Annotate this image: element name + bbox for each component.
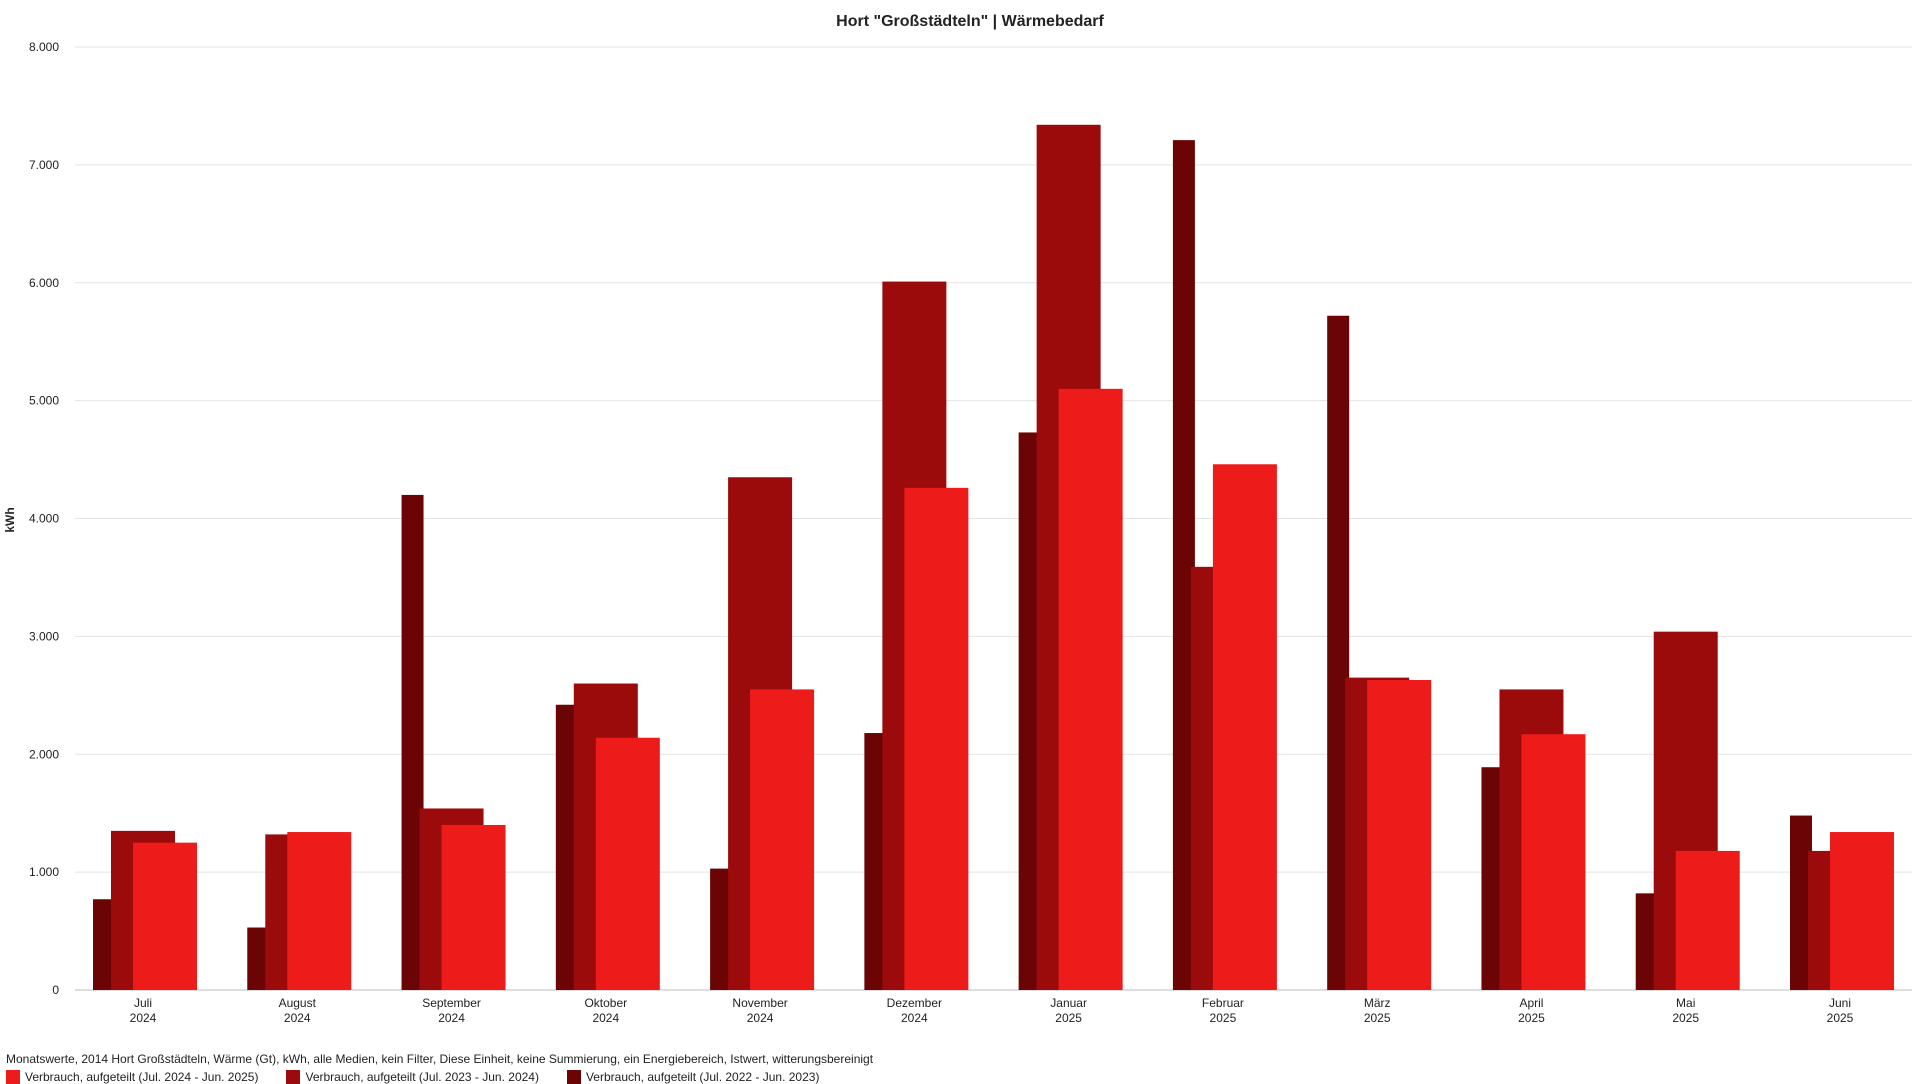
x-tick-label-year: 2025: [1055, 1011, 1082, 1025]
legend-label: Verbrauch, aufgeteilt (Jul. 2022 - Jun. …: [585, 1070, 820, 1084]
x-tick-label-month: Juni: [1829, 996, 1851, 1010]
bar-series-1[interactable]: [1481, 767, 1504, 990]
x-tick-label-month: Oktober: [584, 996, 627, 1010]
legend-swatch: [6, 1070, 20, 1084]
y-tick-label: 2.000: [29, 747, 59, 761]
bar-series-3[interactable]: [1212, 464, 1277, 991]
bar-series-3[interactable]: [750, 689, 815, 990]
chart-caption: Monatswerte, 2014 Hort Großstädteln, Wär…: [6, 1052, 874, 1066]
bar-series-1[interactable]: [1172, 140, 1195, 991]
x-tick-label-month: August: [279, 996, 317, 1010]
x-tick-label-month: Januar: [1050, 996, 1087, 1010]
x-axis-ticks: Juli2024August2024September2024Oktober20…: [130, 996, 1854, 1025]
x-tick-label-month: Dezember: [887, 996, 942, 1010]
y-tick-label: 5.000: [29, 394, 59, 408]
x-tick-label-month: Mai: [1676, 996, 1695, 1010]
y-tick-label: 8.000: [29, 40, 59, 54]
bar-series-3[interactable]: [441, 824, 506, 990]
x-tick-label-month: Juli: [134, 996, 152, 1010]
bar-series-1[interactable]: [247, 927, 270, 990]
x-tick-label-year: 2024: [438, 1011, 465, 1025]
bars: [93, 124, 1894, 991]
y-axis-ticks: 0 1.000 2.000 3.000 4.000 5.000 6.000 7.000 8.00…: [29, 40, 59, 997]
x-tick-label-year: 2025: [1518, 1011, 1545, 1025]
legend-item[interactable]: Verbrauch, aufgeteilt (Jul. 2022 - Jun. …: [566, 1070, 820, 1084]
bar-series-1[interactable]: [1635, 893, 1658, 990]
legend-swatch: [566, 1070, 581, 1084]
y-tick-label: 3.000: [29, 629, 59, 643]
bar-series-1[interactable]: [93, 899, 115, 990]
y-axis-label: kWh: [3, 507, 17, 532]
bar-series-1[interactable]: [1327, 315, 1350, 990]
legend-label: Verbrauch, aufgeteilt (Jul. 2024 - Jun. …: [25, 1070, 259, 1084]
bar-series-3[interactable]: [133, 842, 197, 990]
legend-swatch: [286, 1070, 301, 1084]
y-tick-label: 4.000: [29, 512, 59, 526]
bar-series-3[interactable]: [595, 737, 660, 990]
bar-series-1[interactable]: [864, 733, 887, 990]
x-tick-label-year: 2024: [284, 1011, 311, 1025]
bar-series-3[interactable]: [1367, 679, 1432, 990]
legend: Verbrauch, aufgeteilt (Jul. 2024 - Jun. …: [6, 1070, 819, 1084]
y-tick-label: 6.000: [29, 276, 59, 290]
legend-item[interactable]: Verbrauch, aufgeteilt (Jul. 2024 - Jun. …: [6, 1070, 258, 1084]
bar-series-1[interactable]: [1018, 432, 1041, 990]
x-tick-label-year: 2024: [901, 1011, 928, 1025]
bar-series-1[interactable]: [401, 494, 424, 990]
chart-title: Hort "Großstädteln" | Wärmebedarf: [836, 13, 1104, 30]
chart: Hort "Großstädteln" | Wärmebedarf kWh 0 1…: [3, 13, 1912, 1025]
x-tick-label-year: 2025: [1672, 1011, 1699, 1025]
legend-item[interactable]: Verbrauch, aufgeteilt (Jul. 2023 - Jun. …: [286, 1070, 539, 1084]
x-tick-label-year: 2025: [1827, 1011, 1854, 1025]
bar-series-1[interactable]: [710, 868, 733, 990]
x-tick-label-month: April: [1519, 996, 1543, 1010]
x-tick-label-year: 2025: [1364, 1011, 1391, 1025]
x-tick-label-year: 2024: [130, 1011, 157, 1025]
bar-series-1[interactable]: [555, 704, 578, 990]
bar-series-3[interactable]: [1830, 832, 1894, 990]
x-tick-label-month: November: [732, 996, 787, 1010]
grid-lines: [75, 46, 1912, 991]
x-tick-label-year: 2024: [747, 1011, 774, 1025]
y-tick-label: 7.000: [29, 158, 59, 172]
y-tick-label: 0: [52, 983, 59, 997]
x-tick-label-year: 2024: [592, 1011, 619, 1025]
bar-series-3[interactable]: [287, 832, 352, 990]
bar-series-1[interactable]: [1790, 815, 1812, 990]
x-tick-label-year: 2025: [1210, 1011, 1237, 1025]
bar-series-3[interactable]: [1521, 734, 1586, 990]
bar-series-3[interactable]: [1058, 388, 1123, 990]
x-tick-label-month: Februar: [1202, 996, 1244, 1010]
x-tick-label-month: September: [422, 996, 481, 1010]
y-tick-label: 1.000: [29, 865, 59, 879]
bar-series-3[interactable]: [1675, 850, 1740, 990]
x-tick-label-month: März: [1364, 996, 1391, 1010]
legend-label: Verbrauch, aufgeteilt (Jul. 2023 - Jun. …: [305, 1070, 539, 1084]
bar-series-3[interactable]: [904, 487, 969, 990]
